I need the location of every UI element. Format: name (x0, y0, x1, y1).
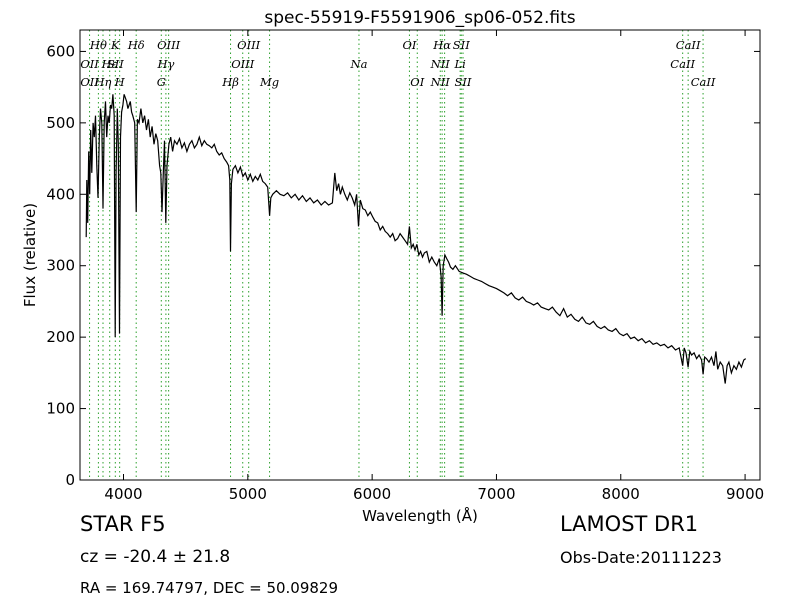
line-marker-label: Li (453, 57, 466, 71)
y-axis-label: Flux (relative) (21, 203, 39, 307)
line-marker-label: CaII (691, 75, 716, 89)
line-marker-label: Hα (432, 38, 451, 52)
y-tick-label: 200 (46, 328, 75, 346)
line-marker-label: CaII (676, 38, 701, 52)
x-tick-label: 7000 (477, 485, 515, 503)
plot-frame (79, 29, 761, 481)
observation-date: Obs-Date:20111223 (560, 548, 722, 567)
line-markers (89, 30, 704, 480)
x-tick-label: 6000 (353, 485, 391, 503)
line-marker-label: OI (410, 75, 424, 89)
x-axis: 4000 5000 6000 7000 8000 9000 (104, 30, 764, 503)
line-marker-label: Hθ (89, 38, 107, 52)
line-marker-label: Hγ (156, 57, 174, 71)
line-marker-label: OIII (237, 38, 261, 52)
line-marker-label: OIII (231, 57, 255, 71)
line-marker-label: K (110, 38, 121, 52)
spectrum-line (85, 94, 747, 384)
line-marker-label: CaII (670, 57, 695, 71)
x-tick-label: 4000 (104, 485, 142, 503)
line-marker-label: OIII (157, 38, 181, 52)
redshift-value: cz = -20.4 ± 21.8 (80, 547, 231, 567)
line-marker-label: G (157, 75, 166, 89)
line-marker-label: H (114, 75, 126, 89)
x-axis-label: Wavelength (Å) (362, 506, 478, 525)
x-tick-label: 8000 (602, 485, 640, 503)
y-tick-label: 400 (46, 185, 75, 203)
y-tick-label: 500 (46, 114, 75, 132)
line-marker-label: OII (80, 75, 99, 89)
line-marker-label: Hδ (127, 38, 145, 52)
line-marker-label: Mg (259, 75, 279, 89)
line-marker-label: OII (80, 57, 99, 71)
coordinates: RA = 169.74797, DEC = 50.09829 (80, 579, 339, 597)
line-marker-label: SII (107, 57, 124, 71)
line-marker-label: NII (430, 75, 451, 89)
x-tick-label: 5000 (229, 485, 267, 503)
y-tick-label: 100 (46, 400, 75, 418)
x-tick-label: 9000 (726, 485, 764, 503)
chart-title: spec-55919-F5591906_sp06-052.fits (264, 8, 575, 28)
y-axis: 0 100 200 300 400 500 600 (46, 42, 760, 489)
line-marker-label: Na (350, 57, 368, 71)
line-marker-labels: OII OII Hθ Hη Hε K SII H Hδ G Hγ OIII Hβ OIII OIII Mg Na… (80, 38, 716, 89)
line-marker-label: NII (430, 57, 451, 71)
line-marker-label: OI (402, 38, 416, 52)
survey-name: LAMOST DR1 (560, 512, 699, 536)
line-marker-label: SII (453, 38, 470, 52)
line-marker-label: Hη (94, 75, 112, 89)
y-tick-label: 300 (46, 257, 75, 275)
line-marker-label: Hβ (221, 75, 239, 89)
y-tick-label: 600 (46, 42, 75, 60)
line-marker-label: Hε (101, 57, 118, 71)
y-tick-label: 0 (65, 471, 75, 489)
object-class: STAR F5 (80, 512, 166, 536)
line-marker-label: SII (455, 75, 472, 89)
